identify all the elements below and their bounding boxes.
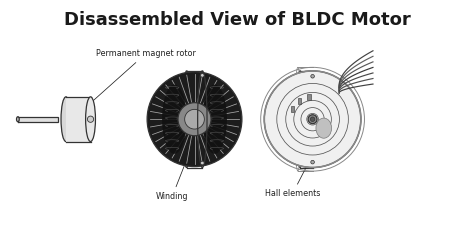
Circle shape <box>264 71 361 167</box>
Circle shape <box>310 117 315 122</box>
Ellipse shape <box>61 97 71 142</box>
Circle shape <box>147 72 242 167</box>
Ellipse shape <box>17 117 19 122</box>
Circle shape <box>201 161 204 165</box>
Text: Permanent magnet rotor: Permanent magnet rotor <box>87 49 196 106</box>
Circle shape <box>311 74 314 78</box>
Bar <box>291 106 294 112</box>
Circle shape <box>185 109 204 129</box>
Text: Disassembled View of BLDC Motor: Disassembled View of BLDC Motor <box>64 11 410 29</box>
Bar <box>307 94 311 100</box>
Circle shape <box>87 116 94 122</box>
Ellipse shape <box>202 85 227 154</box>
Ellipse shape <box>296 71 304 167</box>
Bar <box>298 98 301 104</box>
Circle shape <box>308 115 317 124</box>
Text: Winding: Winding <box>156 163 188 201</box>
Ellipse shape <box>182 71 191 167</box>
Ellipse shape <box>86 97 95 142</box>
Circle shape <box>311 160 314 164</box>
Ellipse shape <box>162 85 187 154</box>
Ellipse shape <box>316 118 332 138</box>
Text: Hall elements: Hall elements <box>264 156 320 198</box>
Bar <box>66 97 91 142</box>
Circle shape <box>201 74 204 77</box>
Bar <box>18 117 58 122</box>
Circle shape <box>178 103 211 136</box>
